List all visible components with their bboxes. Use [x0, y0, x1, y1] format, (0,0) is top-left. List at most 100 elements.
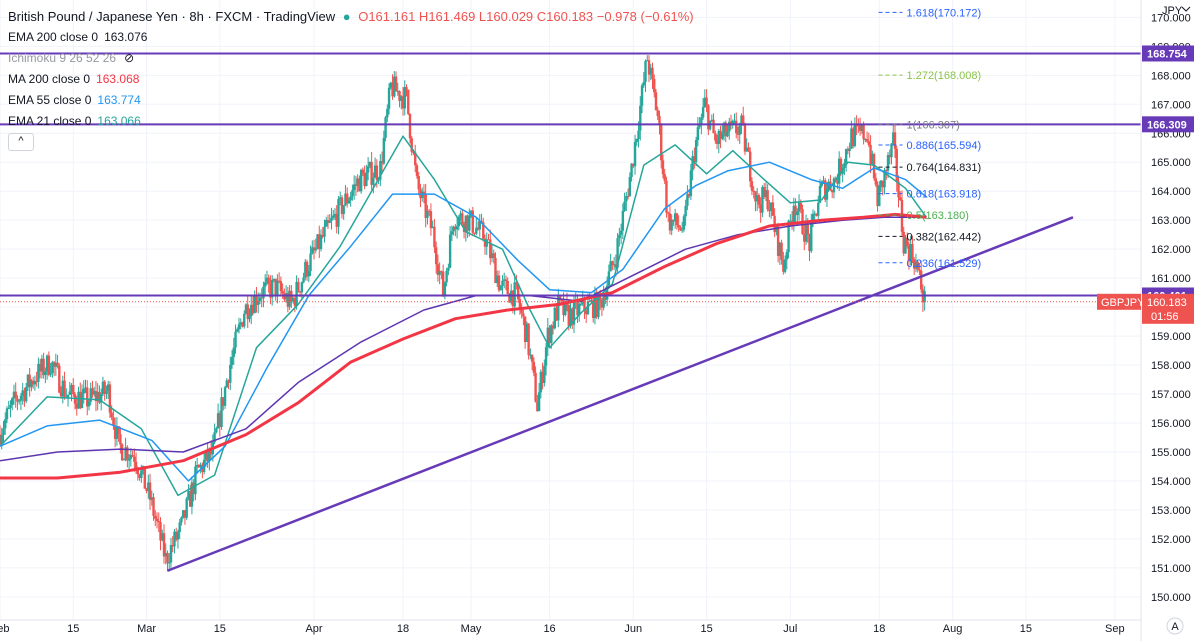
candle-body — [530, 354, 534, 362]
candle-body — [593, 292, 597, 318]
indicator-row[interactable]: Ichimoku 9 26 52 26 ⊘ — [8, 48, 694, 69]
candle-body — [45, 355, 49, 372]
chevron-down-icon[interactable] — [1181, 6, 1191, 12]
price-tick-label: 167.000 — [1151, 99, 1191, 111]
candle-body — [265, 277, 269, 283]
candle-body — [239, 322, 242, 325]
indicator-value: 163.774 — [97, 93, 141, 107]
time-tick-label: Apr — [305, 623, 322, 635]
candle-body — [197, 465, 201, 468]
current-price-tag — [1142, 293, 1194, 324]
candle-body — [183, 510, 187, 518]
candle-body — [815, 213, 818, 216]
currency-label[interactable]: JPY — [1162, 5, 1183, 17]
ohlc-values: O161.161 H161.469 L160.029 C160.183 −0.9… — [358, 9, 694, 24]
candle-body — [846, 149, 850, 151]
candle-body — [586, 301, 590, 315]
candle-body — [396, 90, 399, 92]
hidden-eye-icon[interactable]: ⊘ — [124, 51, 135, 65]
indicator-label: EMA 55 close 0 — [8, 93, 92, 107]
candle-body — [283, 293, 286, 300]
candle-body — [84, 387, 87, 389]
candle-body — [431, 226, 434, 229]
time-axis[interactable]: Feb 15 Mar 15 Apr 18 May 16 Jun 15 Jul 18 Aug 15 Sep A — [0, 617, 1184, 635]
candle-body — [916, 261, 919, 270]
candle-body — [642, 82, 645, 86]
candle-body — [710, 119, 714, 121]
candle-body — [485, 239, 488, 247]
candle-body — [811, 213, 815, 223]
candle-body — [339, 197, 342, 200]
candle-body — [844, 149, 848, 164]
candle-body — [883, 170, 886, 188]
candle-body — [358, 178, 361, 192]
candle-body — [4, 419, 7, 429]
candle-body — [698, 125, 701, 128]
candle-body — [105, 391, 108, 394]
fib-level-label: 1.618(170.172) — [907, 7, 982, 19]
indicator-row[interactable]: EMA 55 close 0 163.774 — [8, 90, 694, 111]
candle-body — [295, 281, 298, 306]
candle-body — [63, 380, 66, 398]
candle-body — [218, 413, 222, 427]
candle-body — [705, 97, 708, 106]
ascending-trendline[interactable] — [167, 216, 1074, 572]
candle-body — [288, 290, 291, 307]
candle-body — [361, 169, 365, 174]
candle-body — [536, 401, 539, 412]
candle-body — [560, 299, 563, 301]
candle-body — [154, 515, 157, 519]
candle-body — [893, 132, 897, 149]
candle-body — [886, 154, 890, 171]
indicator-line-ema-55 — [0, 161, 927, 482]
candle-body — [757, 195, 761, 205]
candle-body — [333, 213, 337, 216]
indicator-row[interactable]: MA 200 close 0 163.068 — [8, 69, 694, 90]
candle-body — [126, 447, 129, 461]
candle-body — [103, 381, 106, 394]
price-axis[interactable]: 150.000 151.000 152.000 153.000 154.000 155.0… — [1097, 0, 1194, 641]
candle-body — [651, 67, 654, 80]
candle-body — [489, 239, 492, 259]
candle-body — [300, 282, 304, 293]
candle-body — [679, 227, 682, 230]
candle-body — [131, 454, 134, 457]
candle-body — [797, 202, 801, 212]
auto-scale-button[interactable] — [1166, 617, 1184, 635]
market-status-icon: ● — [342, 9, 351, 24]
candle-body — [352, 184, 356, 191]
candle-body — [106, 384, 110, 392]
candle-body — [729, 121, 733, 124]
candle-body — [227, 380, 230, 383]
candle-body — [469, 210, 473, 216]
candle-body — [232, 347, 235, 358]
candle-body — [752, 190, 755, 192]
indicator-line-ma-200 — [0, 212, 927, 480]
candle-body — [738, 125, 741, 135]
candle-body — [75, 403, 78, 409]
candle-body — [576, 301, 579, 316]
price-tick-label: 154.000 — [1151, 476, 1191, 488]
indicator-label: EMA 21 close 0 — [8, 114, 92, 128]
candle-body — [768, 209, 771, 212]
candle-body — [94, 391, 98, 402]
candle-body — [879, 180, 883, 186]
candle-body — [101, 381, 105, 395]
candle-body — [907, 245, 911, 262]
candle-body — [787, 220, 790, 253]
candle-body — [323, 226, 326, 237]
candle-body — [359, 169, 363, 192]
collapse-legend-button[interactable]: ^ — [8, 133, 34, 151]
candle-body — [178, 522, 181, 533]
candle-body — [700, 117, 703, 126]
indicator-row[interactable]: EMA 200 close 0 163.076 — [8, 27, 694, 48]
candle-body — [93, 391, 96, 395]
candle-body — [321, 234, 324, 237]
candle-body — [35, 381, 38, 383]
candle-body — [830, 190, 834, 193]
indicator-row[interactable]: EMA 21 close 0 163.066 — [8, 111, 694, 132]
candle-body — [325, 220, 328, 227]
candle-body — [19, 395, 23, 401]
candle-body — [44, 371, 47, 376]
